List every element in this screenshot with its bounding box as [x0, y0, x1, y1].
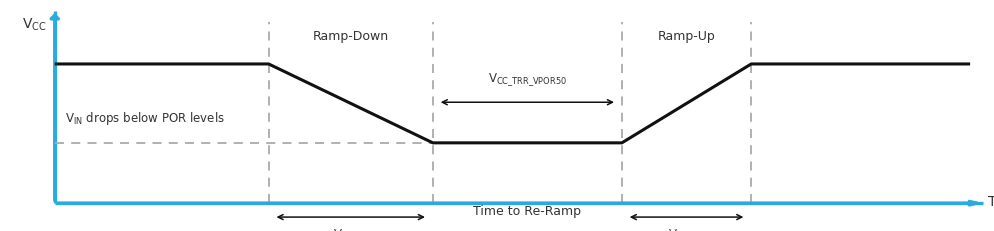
- Text: V$_\mathregular{CC\_TRR\_VPOR50}$: V$_\mathregular{CC\_TRR\_VPOR50}$: [487, 71, 567, 88]
- Text: V$_\mathregular{CC}$: V$_\mathregular{CC}$: [22, 16, 47, 33]
- Text: Ramp-Down: Ramp-Down: [312, 30, 389, 43]
- Text: V$_\mathregular{CC\_RT}$: V$_\mathregular{CC\_RT}$: [668, 226, 704, 231]
- Text: Ramp-Up: Ramp-Up: [657, 30, 715, 43]
- Text: Time: Time: [987, 194, 994, 208]
- Text: Time to Re-Ramp: Time to Re-Ramp: [473, 204, 580, 217]
- Text: V$_\mathregular{CC\_FT}$: V$_\mathregular{CC\_FT}$: [333, 226, 368, 231]
- Text: V$_\mathregular{IN}$ drops below POR levels: V$_\mathregular{IN}$ drops below POR lev…: [65, 109, 225, 126]
